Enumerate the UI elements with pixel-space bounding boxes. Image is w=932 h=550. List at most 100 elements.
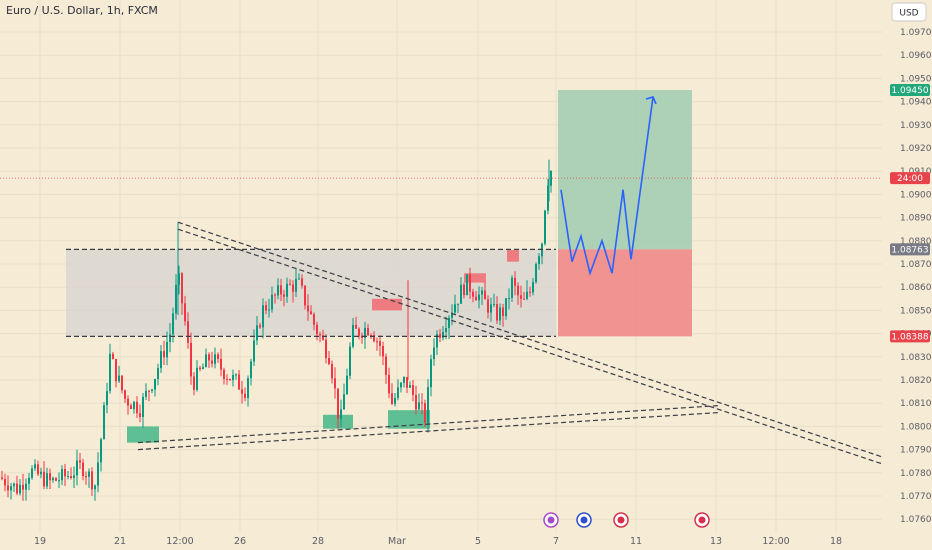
- candle-body: [256, 325, 258, 341]
- candle-body: [271, 294, 273, 310]
- candle-body: [367, 327, 369, 336]
- candle-body: [130, 405, 132, 410]
- candle-body: [313, 314, 315, 325]
- candle-body: [58, 480, 60, 482]
- candle-body: [370, 335, 372, 337]
- economic-event-dot: [547, 516, 555, 524]
- candle-body: [442, 332, 444, 338]
- candle-body: [268, 309, 270, 311]
- candle-body: [547, 185, 549, 211]
- candle-body: [37, 464, 39, 475]
- time-scale[interactable]: [0, 532, 882, 550]
- candle-body: [457, 303, 459, 305]
- candle-body: [550, 171, 552, 186]
- supply-marker: [372, 298, 402, 311]
- candle-body: [100, 439, 102, 463]
- candle-body: [322, 335, 324, 340]
- candle-body: [172, 313, 174, 335]
- candle-body: [106, 391, 108, 406]
- candle-body: [25, 483, 27, 490]
- candle-body: [76, 460, 78, 476]
- candle-body: [391, 393, 393, 404]
- candle-body: [136, 401, 138, 414]
- resistance-trend-line: [177, 228, 896, 469]
- candle-body: [88, 471, 90, 477]
- candle-body: [544, 210, 546, 244]
- y-tick-label: 1.08000: [900, 422, 932, 432]
- candle-body: [496, 304, 498, 321]
- candle-body: [334, 378, 336, 389]
- candle-body: [247, 378, 249, 399]
- candle-body: [373, 335, 375, 342]
- candle-body: [121, 375, 123, 391]
- candle-body: [316, 324, 318, 335]
- candle-body: [34, 464, 36, 469]
- price-tag: [890, 330, 930, 343]
- y-tick-label: 1.08800: [900, 237, 932, 247]
- candle-body: [397, 387, 399, 398]
- candle-body: [55, 478, 57, 481]
- candle-body: [409, 385, 411, 388]
- candle-body: [535, 264, 537, 283]
- candle-body: [91, 471, 93, 490]
- economic-event-dot: [617, 516, 625, 524]
- candle-body: [388, 374, 390, 394]
- currency-label: USD: [899, 9, 918, 19]
- candle-body: [229, 378, 231, 381]
- candle-body: [127, 398, 129, 406]
- candle-body: [211, 360, 213, 364]
- candle-body: [304, 285, 306, 306]
- candle-body: [490, 304, 492, 313]
- candle-body: [472, 291, 474, 297]
- candle-body: [133, 401, 135, 410]
- candle-body: [541, 243, 543, 257]
- supply-marker: [464, 273, 486, 283]
- candle-body: [415, 394, 417, 410]
- candle-body: [295, 278, 297, 292]
- candle-body: [286, 283, 288, 297]
- candle-body: [283, 294, 285, 297]
- candle-body: [220, 358, 222, 370]
- candle-body: [463, 284, 465, 296]
- candle-body: [289, 283, 291, 285]
- x-tick-label: Mar: [388, 536, 406, 547]
- candle-body: [292, 284, 294, 292]
- candle-body: [382, 345, 384, 357]
- price-tag: [890, 84, 930, 96]
- candle-body: [424, 403, 426, 423]
- candle-body: [406, 377, 408, 388]
- candle-body: [511, 277, 513, 298]
- candle-body: [529, 291, 531, 293]
- candle-body: [298, 278, 300, 280]
- candle-body: [499, 307, 501, 321]
- candle-body: [385, 356, 387, 375]
- candle-body: [277, 285, 279, 296]
- candle-body: [223, 369, 225, 379]
- candle-body: [64, 468, 66, 477]
- x-tick-label: 21: [114, 536, 126, 547]
- candle-body: [244, 393, 246, 399]
- candle-body: [337, 388, 339, 419]
- candle-body: [16, 483, 18, 494]
- candle-body: [199, 367, 201, 369]
- currency-button[interactable]: USD: [891, 2, 927, 22]
- candle-body: [466, 274, 468, 296]
- candlesticks: [1, 159, 552, 501]
- candle-body: [478, 294, 480, 301]
- candle-body: [139, 413, 141, 417]
- candle-body: [502, 307, 504, 317]
- candle-body: [358, 328, 360, 336]
- candle-body: [208, 354, 210, 361]
- candle-body: [538, 256, 540, 265]
- candle-body: [235, 374, 237, 376]
- candle-body: [232, 374, 234, 381]
- candle-body: [73, 475, 75, 479]
- candle-body: [349, 346, 351, 376]
- y-tick-label: 1.09700: [900, 28, 932, 38]
- event-icons: [543, 512, 710, 528]
- y-tick-label: 1.09400: [900, 98, 932, 108]
- candle-body: [115, 359, 117, 382]
- candle-body: [163, 351, 165, 358]
- candle-body: [31, 468, 33, 478]
